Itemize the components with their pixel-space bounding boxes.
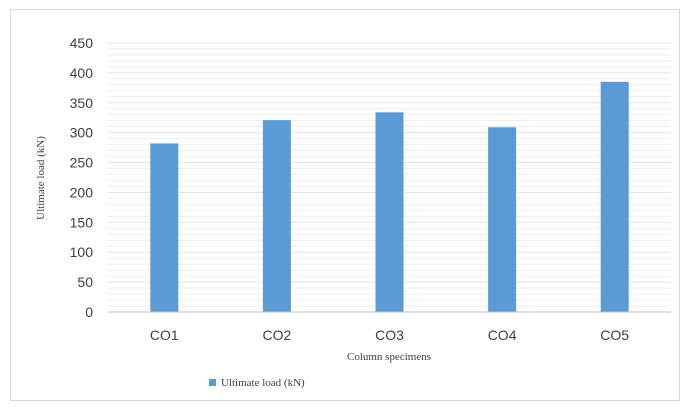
bar-co1 bbox=[150, 143, 179, 312]
y-tick-label: 200 bbox=[70, 184, 94, 200]
x-axis-title: Column specimens bbox=[347, 351, 431, 363]
x-tick-label: CO4 bbox=[488, 327, 517, 343]
x-tick-labels: CO1 CO2 CO3 CO4 CO5 bbox=[150, 327, 629, 343]
bar-co4 bbox=[488, 127, 517, 312]
bar-co2 bbox=[262, 120, 291, 312]
chart-frame: 0 50 100 150 200 250 300 350 400 450 CO1 CO2 CO3 CO4… bbox=[10, 9, 680, 401]
y-tick-label: 150 bbox=[70, 214, 94, 230]
bars bbox=[150, 81, 629, 312]
x-tick-label: CO3 bbox=[375, 327, 404, 343]
y-tick-label: 250 bbox=[70, 155, 94, 171]
y-tick-label: 400 bbox=[70, 65, 94, 81]
legend: Ultimate load (kN) bbox=[209, 377, 305, 389]
y-tick-label: 350 bbox=[70, 95, 94, 111]
y-tick-labels: 0 50 100 150 200 250 300 350 400 450 bbox=[70, 35, 94, 320]
y-tick-label: 50 bbox=[77, 274, 93, 290]
y-tick-label: 100 bbox=[70, 244, 94, 260]
bar-co3 bbox=[375, 112, 404, 312]
x-tick-label: CO2 bbox=[263, 327, 292, 343]
x-tick-label: CO1 bbox=[150, 327, 179, 343]
y-tick-label: 450 bbox=[70, 35, 94, 51]
bar-co5 bbox=[600, 81, 629, 312]
bar-chart: 0 50 100 150 200 250 300 350 400 450 CO1 CO2 CO3 CO4… bbox=[35, 35, 671, 389]
legend-swatch bbox=[209, 379, 216, 386]
y-tick-label: 0 bbox=[85, 304, 93, 320]
y-tick-label: 300 bbox=[70, 125, 94, 141]
legend-label: Ultimate load (kN) bbox=[221, 377, 305, 389]
x-tick-label: CO5 bbox=[600, 327, 629, 343]
y-axis-title: Ultimate load (kN) bbox=[35, 136, 47, 220]
